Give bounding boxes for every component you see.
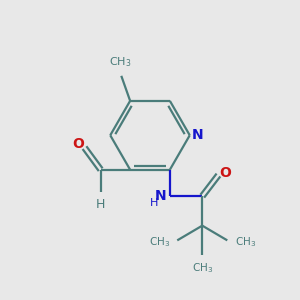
Text: CH$_3$: CH$_3$	[235, 235, 256, 249]
Text: CH$_3$: CH$_3$	[192, 262, 213, 275]
Text: O: O	[219, 166, 231, 180]
Text: N: N	[191, 128, 203, 142]
Text: CH$_3$: CH$_3$	[109, 56, 131, 69]
Text: CH$_3$: CH$_3$	[149, 235, 170, 249]
Text: H: H	[96, 198, 105, 211]
Text: H: H	[149, 198, 158, 208]
Text: O: O	[72, 137, 84, 151]
Text: N: N	[155, 189, 167, 203]
